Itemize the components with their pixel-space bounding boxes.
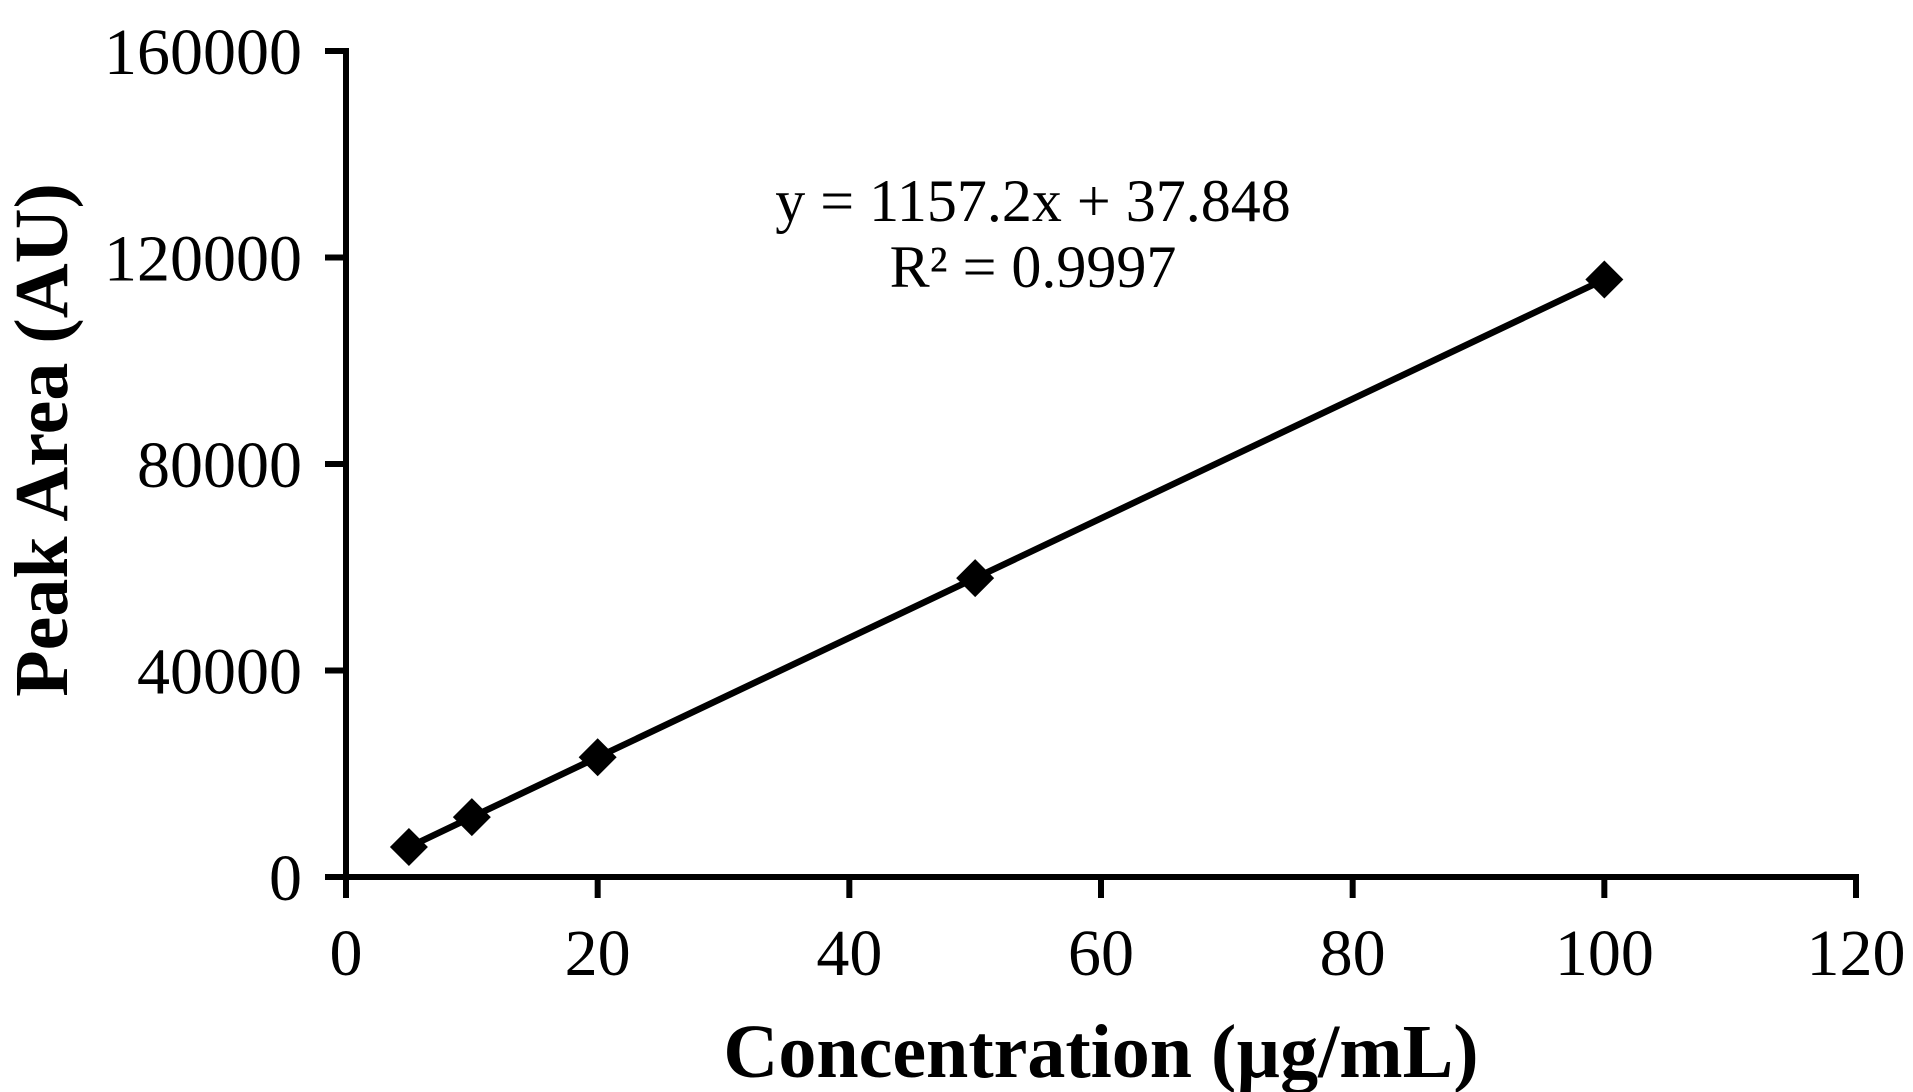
x-tick-label: 120	[1807, 917, 1906, 990]
data-point-marker	[1585, 260, 1624, 299]
x-tick-label: 0	[330, 917, 363, 990]
data-point-marker	[578, 738, 617, 777]
y-axis-title: Peak Area (AU)	[0, 183, 84, 697]
x-tick-label: 100	[1555, 917, 1654, 990]
y-tick-label: 40000	[137, 636, 302, 709]
x-tick-label: 20	[565, 917, 631, 990]
y-tick-label: 160000	[104, 16, 302, 89]
y-tick-label: 120000	[104, 223, 302, 296]
trendline-annotation: y = 1157.2x + 37.848 R² = 0.9997	[775, 168, 1290, 300]
r-squared-label: R² = 0.9997	[889, 234, 1177, 300]
x-tick-label: 80	[1320, 917, 1386, 990]
y-tick-label: 80000	[137, 429, 302, 502]
x-axis-title: Concentration (µg/mL)	[723, 1010, 1479, 1092]
data-point-marker	[956, 559, 995, 598]
data-point-marker	[389, 828, 428, 867]
y-tick-label: 0	[269, 842, 302, 915]
data-point-marker	[452, 798, 491, 837]
x-tick-label: 40	[816, 917, 882, 990]
x-tick-label: 60	[1068, 917, 1134, 990]
trendline-equation: y = 1157.2x + 37.848	[775, 168, 1291, 234]
